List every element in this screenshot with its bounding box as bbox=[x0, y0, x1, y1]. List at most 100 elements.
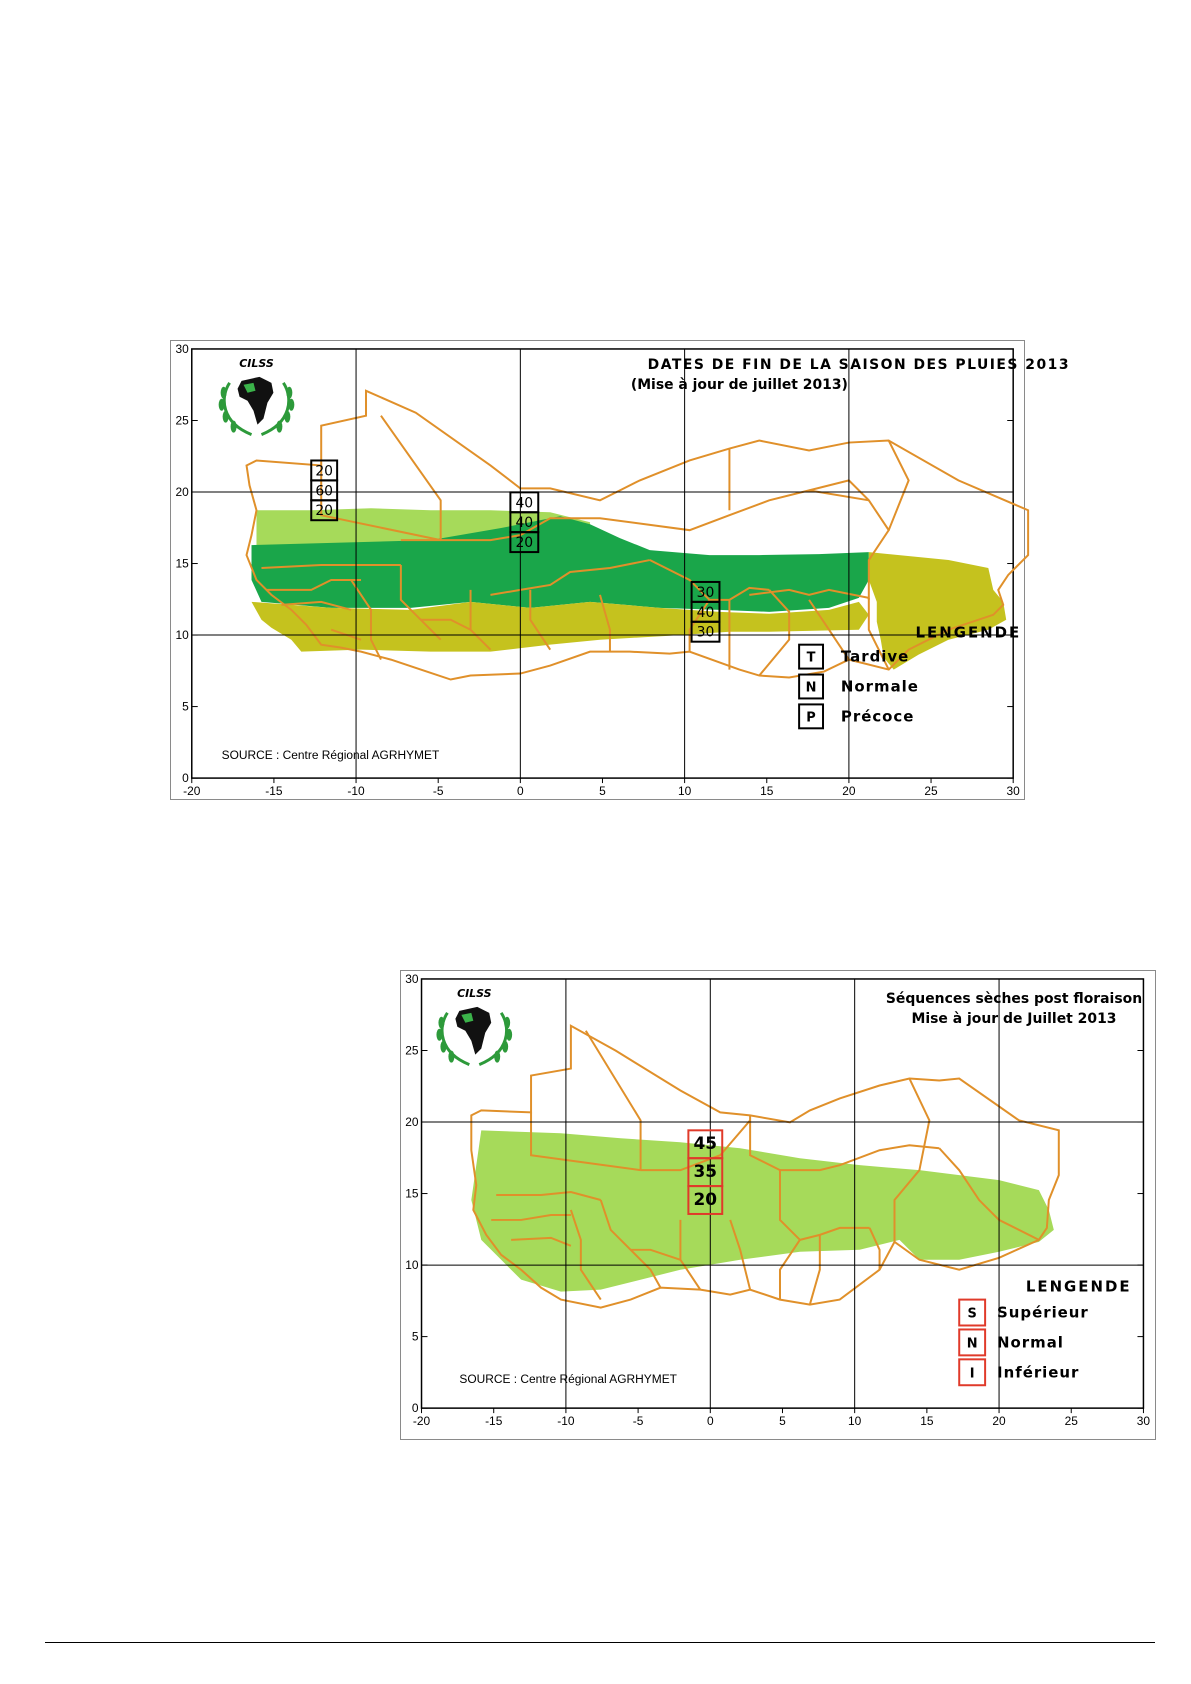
y-tick-label: 15 bbox=[405, 1187, 419, 1201]
x-tick-label: 15 bbox=[760, 784, 774, 798]
map2-x-axis: -20 -15 -10 -5 0 5 10 15 20 25 30 bbox=[413, 1408, 1151, 1428]
y-tick-label: 25 bbox=[405, 1043, 419, 1057]
cilss-logo-text: CILSS bbox=[457, 987, 492, 1000]
map1-canvas: -20 -15 -10 -5 0 5 10 15 20 25 30 0 5 10 15 20 25 30 CIL… bbox=[176, 342, 1069, 798]
map1-gridlines bbox=[191, 348, 1014, 779]
legend-key: I bbox=[970, 1366, 975, 1381]
legend-key-box bbox=[958, 1328, 987, 1357]
x-tick-label: 30 bbox=[1137, 1414, 1151, 1428]
x-tick-label: 10 bbox=[678, 784, 692, 798]
zone-light-green-map2 bbox=[471, 1130, 1054, 1292]
map1-source: SOURCE : Centre Régional AGRHYMET bbox=[222, 748, 440, 762]
cilss-logo: CILSS bbox=[218, 357, 295, 436]
y-tick-label: 10 bbox=[405, 1258, 419, 1272]
x-tick-label: 20 bbox=[842, 784, 856, 798]
map1-probability-boxes: 20 60 20 40 40 20 30 40 30 bbox=[310, 459, 721, 643]
cilss-logo: CILSS bbox=[436, 987, 513, 1066]
legend-key: N bbox=[806, 680, 817, 695]
map1-legend: T Tardive N Normale P Précoce bbox=[798, 643, 919, 730]
zone-dark-green bbox=[251, 516, 869, 612]
probability-cell bbox=[310, 499, 339, 522]
legend-key-box bbox=[798, 673, 825, 700]
y-tick-label: 0 bbox=[182, 771, 189, 785]
probability-cell bbox=[690, 620, 721, 643]
map2-legend: S Supérieur N Normal I Inférieur bbox=[958, 1298, 1089, 1387]
map1-y-axis: 0 5 10 15 20 25 30 bbox=[176, 342, 1014, 785]
probability-value: 20 bbox=[515, 535, 533, 551]
probability-cell bbox=[509, 531, 540, 554]
map2-legend-title: LENGENDE bbox=[1026, 1278, 1132, 1296]
map2-subtitle: Mise à jour de Juillet 2013 bbox=[911, 1011, 1116, 1027]
x-tick-label: 0 bbox=[707, 1414, 714, 1428]
x-tick-label: -15 bbox=[265, 784, 283, 798]
map1-x-axis: -20 -15 -10 -5 0 5 10 15 20 25 30 bbox=[183, 778, 1020, 798]
map1-subtitle: (Mise à jour de juillet 2013) bbox=[631, 377, 848, 393]
legend-key-box bbox=[798, 703, 825, 730]
y-tick-label: 5 bbox=[412, 1330, 419, 1344]
legend-key-box bbox=[958, 1298, 987, 1327]
legend-label: Normale bbox=[841, 677, 919, 695]
probability-value: 20 bbox=[315, 503, 333, 519]
y-tick-label: 0 bbox=[412, 1401, 419, 1415]
x-tick-label: 20 bbox=[992, 1414, 1006, 1428]
probability-value: 35 bbox=[694, 1161, 718, 1181]
footer-divider bbox=[45, 1642, 1155, 1643]
y-tick-label: 25 bbox=[176, 413, 190, 427]
probability-value: 45 bbox=[694, 1133, 718, 1153]
probability-value: 40 bbox=[697, 605, 715, 621]
x-tick-label: 10 bbox=[848, 1414, 862, 1428]
zone-olive-east bbox=[868, 552, 1007, 670]
map1-title: DATES DE FIN DE LA SAISON DES PLUIES 201… bbox=[648, 357, 1070, 373]
legend-label: Inférieur bbox=[997, 1363, 1079, 1381]
y-tick-label: 20 bbox=[176, 485, 190, 499]
legend-label: Supérieur bbox=[997, 1304, 1089, 1322]
y-tick-label: 10 bbox=[176, 628, 190, 642]
country-borders-map2 bbox=[470, 1024, 1060, 1309]
map1-legend-title: LENGENDE bbox=[916, 624, 1022, 642]
legend-label: Tardive bbox=[841, 648, 909, 666]
y-tick-label: 5 bbox=[182, 700, 189, 714]
probability-value: 40 bbox=[515, 495, 533, 511]
x-tick-label: 5 bbox=[779, 1414, 786, 1428]
x-tick-label: 0 bbox=[517, 784, 524, 798]
x-tick-label: 25 bbox=[1065, 1414, 1079, 1428]
probability-value: 30 bbox=[697, 585, 715, 601]
legend-key-box bbox=[798, 643, 825, 670]
map-end-of-rainy-season: -20 -15 -10 -5 0 5 10 15 20 25 30 0 5 10 15 20 25 30 CIL… bbox=[170, 340, 1069, 800]
probability-value: 30 bbox=[697, 625, 715, 641]
x-tick-label: -5 bbox=[433, 784, 444, 798]
x-tick-label: -5 bbox=[633, 1414, 644, 1428]
y-tick-label: 15 bbox=[176, 557, 190, 571]
x-tick-label: 25 bbox=[924, 784, 938, 798]
x-tick-label: -15 bbox=[485, 1414, 503, 1428]
legend-key-box bbox=[958, 1358, 987, 1387]
map2-y-axis: 0 5 10 15 20 25 30 bbox=[405, 972, 1144, 1415]
legend-key: P bbox=[806, 710, 815, 725]
zone-olive-south bbox=[251, 601, 869, 652]
legend-label: Normal bbox=[997, 1333, 1064, 1351]
x-tick-label: -20 bbox=[183, 784, 201, 798]
probability-cell bbox=[687, 1185, 724, 1215]
y-tick-label: 20 bbox=[405, 1115, 419, 1129]
x-tick-label: 30 bbox=[1007, 784, 1021, 798]
map2-canvas: -20 -15 -10 -5 0 5 10 15 20 25 30 0 5 10 15 20 25 30 CIL… bbox=[405, 972, 1151, 1428]
probability-value: 20 bbox=[315, 463, 333, 479]
y-tick-label: 30 bbox=[176, 342, 190, 356]
map-dry-spells-post-flowering: -20 -15 -10 -5 0 5 10 15 20 25 30 0 5 10 15 20 25 30 CIL… bbox=[400, 970, 1156, 1440]
y-tick-label: 30 bbox=[405, 972, 419, 986]
cilss-logo-text: CILSS bbox=[239, 357, 274, 370]
probability-value: 60 bbox=[315, 483, 333, 499]
x-tick-label: 5 bbox=[599, 784, 606, 798]
x-tick-label: -10 bbox=[557, 1414, 575, 1428]
x-tick-label: 15 bbox=[920, 1414, 934, 1428]
x-tick-label: -10 bbox=[347, 784, 365, 798]
probability-value: 40 bbox=[515, 515, 533, 531]
legend-key: T bbox=[807, 651, 816, 666]
map2-gridlines bbox=[421, 978, 1144, 1409]
probability-value: 20 bbox=[694, 1189, 718, 1209]
legend-key: S bbox=[968, 1307, 977, 1322]
x-tick-label: -20 bbox=[413, 1414, 431, 1428]
map2-source: SOURCE : Centre Régional AGRHYMET bbox=[459, 1372, 677, 1386]
legend-key: N bbox=[967, 1336, 978, 1351]
legend-label: Précoce bbox=[841, 707, 914, 725]
